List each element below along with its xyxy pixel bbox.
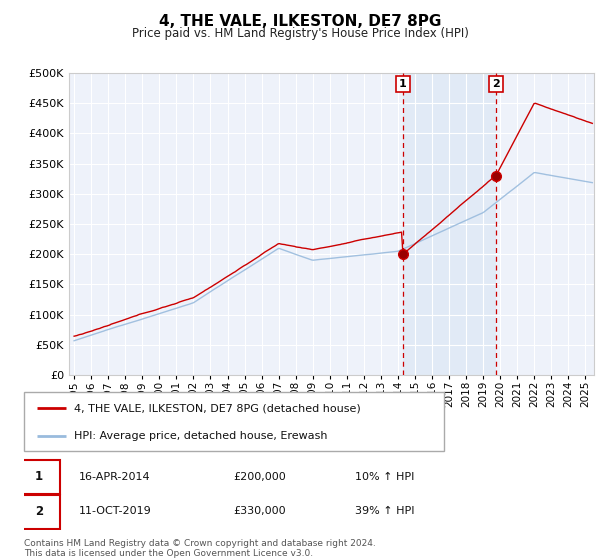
Text: HPI: Average price, detached house, Erewash: HPI: Average price, detached house, Erew…	[74, 431, 328, 441]
Text: £200,000: £200,000	[234, 472, 287, 482]
FancyBboxPatch shape	[19, 460, 60, 494]
FancyBboxPatch shape	[19, 494, 60, 529]
Text: Contains HM Land Registry data © Crown copyright and database right 2024.
This d: Contains HM Land Registry data © Crown c…	[24, 539, 376, 558]
Text: 11-OCT-2019: 11-OCT-2019	[79, 506, 152, 516]
Text: 2: 2	[492, 79, 500, 89]
Text: 2: 2	[35, 505, 43, 518]
Text: 10% ↑ HPI: 10% ↑ HPI	[355, 472, 415, 482]
Text: £330,000: £330,000	[234, 506, 286, 516]
Bar	[403, 73, 496, 375]
Text: 39% ↑ HPI: 39% ↑ HPI	[355, 506, 415, 516]
Text: Price paid vs. HM Land Registry's House Price Index (HPI): Price paid vs. HM Land Registry's House …	[131, 27, 469, 40]
FancyBboxPatch shape	[24, 392, 444, 451]
Text: 1: 1	[399, 79, 407, 89]
Text: 16-APR-2014: 16-APR-2014	[79, 472, 151, 482]
Text: 1: 1	[35, 470, 43, 483]
Text: 4, THE VALE, ILKESTON, DE7 8PG: 4, THE VALE, ILKESTON, DE7 8PG	[159, 14, 441, 29]
Text: 4, THE VALE, ILKESTON, DE7 8PG (detached house): 4, THE VALE, ILKESTON, DE7 8PG (detached…	[74, 403, 361, 413]
